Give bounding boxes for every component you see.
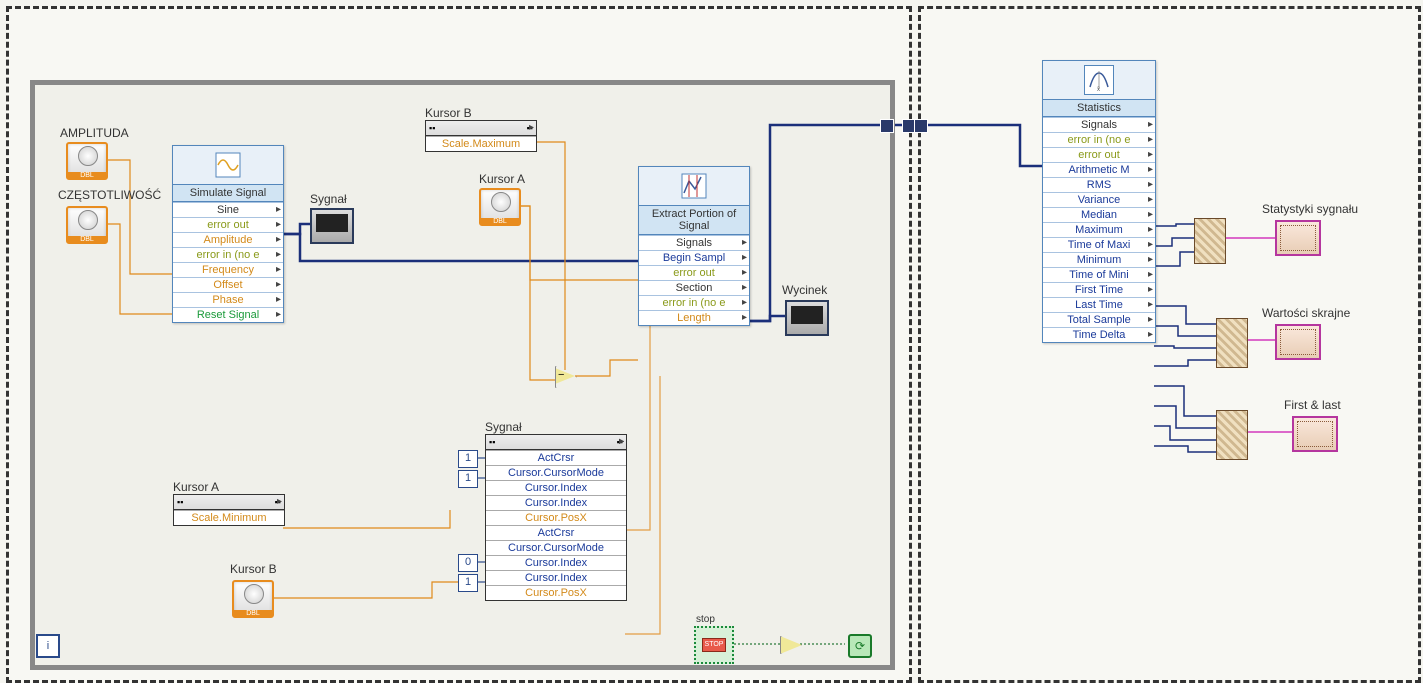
vi-terminal-row[interactable]: Minimum▸ (1043, 252, 1155, 267)
kursorb-property-node[interactable]: ▪▪▪▪ Scale.Maximum▸ (425, 120, 537, 152)
cluster-indicator-label: Wartości skrajne (1262, 306, 1350, 320)
vi-terminal-row[interactable]: ActCrsr▸ (486, 450, 626, 465)
sygnal-propnode-label: Sygnał (485, 420, 522, 434)
vi-terminal-row[interactable]: error in (no e▸ (1043, 132, 1155, 147)
tunnel-while-out (880, 119, 894, 133)
vi-terminal-row[interactable]: Time of Maxi▸ (1043, 237, 1155, 252)
wycinek-indicator[interactable] (785, 300, 829, 336)
kursora-control[interactable] (479, 188, 521, 226)
tunnel-seq2-in (914, 119, 928, 133)
while-loop-condition[interactable]: ⟳ (848, 634, 872, 658)
vi-terminal-row[interactable]: Phase▸ (173, 292, 283, 307)
extract-portion-vi[interactable]: Extract Portion of Signal Signals▸Begin … (638, 166, 750, 326)
vi-terminal-row[interactable]: Time of Mini▸ (1043, 267, 1155, 282)
bundle-node[interactable] (1216, 410, 1248, 460)
kursorb-control-label: Kursor B (230, 562, 277, 576)
integer-constant[interactable]: 1 (458, 574, 478, 592)
simulate-signal-title: Simulate Signal (173, 185, 283, 202)
statistics-title: Statistics (1043, 100, 1155, 117)
vi-terminal-row[interactable]: Cursor.PosX▸ (486, 585, 626, 600)
stop-icon: STOP (702, 638, 726, 652)
subtract-glyph: − (558, 369, 564, 381)
vi-terminal-row[interactable]: Section▸ (639, 280, 749, 295)
kursora-control-label: Kursor A (479, 172, 525, 186)
statistics-icon: x̄ (1084, 65, 1114, 95)
cluster-indicator-label: First & last (1284, 398, 1341, 412)
vi-terminal-row[interactable]: Last Time▸ (1043, 297, 1155, 312)
vi-terminal-row[interactable]: Cursor.CursorMode▸ (486, 540, 626, 555)
vi-terminal-row[interactable]: Cursor.CursorMode▸ (486, 465, 626, 480)
vi-terminal-row[interactable]: Frequency▸ (173, 262, 283, 277)
bundle-node[interactable] (1216, 318, 1248, 368)
statistics-vi[interactable]: x̄ Statistics Signals▸error in (no e▸err… (1042, 60, 1156, 343)
vi-terminal-row[interactable]: Reset Signal▸ (173, 307, 283, 322)
vi-terminal-row[interactable]: Begin Sampl▸ (639, 250, 749, 265)
vi-terminal-row[interactable]: Arithmetic M▸ (1043, 162, 1155, 177)
integer-constant[interactable]: 1 (458, 450, 478, 468)
vi-terminal-row[interactable]: Amplitude▸ (173, 232, 283, 247)
vi-terminal-row[interactable]: RMS▸ (1043, 177, 1155, 192)
vi-terminal-row[interactable]: Time Delta▸ (1043, 327, 1155, 342)
amplituda-label: AMPLITUDA (60, 126, 129, 140)
kursora-propnode-label: Kursor A (173, 480, 219, 494)
stop-button[interactable]: STOP (694, 626, 734, 664)
svg-text:x̄: x̄ (1097, 87, 1100, 91)
vi-terminal-row[interactable]: Signals▸ (639, 235, 749, 250)
vi-terminal-row[interactable]: Offset▸ (173, 277, 283, 292)
cluster-indicator[interactable] (1275, 220, 1321, 256)
wycinek-label: Wycinek (782, 283, 827, 297)
sygnal-property-node[interactable]: ▪▪▪▪ ActCrsr▸Cursor.CursorMode▸Cursor.In… (485, 434, 627, 601)
vi-terminal-row[interactable]: Length▸ (639, 310, 749, 325)
vi-terminal-row[interactable]: error out▸ (1043, 147, 1155, 162)
cluster-indicator[interactable] (1292, 416, 1338, 452)
vi-terminal-row[interactable]: error out▸ (639, 265, 749, 280)
amplituda-control[interactable] (66, 142, 108, 180)
vi-terminal-row[interactable]: Median▸ (1043, 207, 1155, 222)
vi-terminal-row[interactable]: Scale.Maximum▸ (426, 136, 536, 151)
vi-terminal-row[interactable]: Cursor.Index▸ (486, 555, 626, 570)
vi-terminal-row[interactable]: Variance▸ (1043, 192, 1155, 207)
bundle-node[interactable] (1194, 218, 1226, 264)
integer-constant[interactable]: 0 (458, 554, 478, 572)
extract-portion-title: Extract Portion of Signal (639, 206, 749, 235)
flat-sequence-frame-2 (918, 6, 1421, 683)
czestotliwosc-label: CZĘSTOTLIWOŚĆ (58, 188, 161, 202)
kursorb-propnode-label: Kursor B (425, 106, 472, 120)
vi-terminal-row[interactable]: Cursor.Index▸ (486, 570, 626, 585)
vi-terminal-row[interactable]: Sine▸ (173, 202, 283, 217)
vi-terminal-row[interactable]: Cursor.Index▸ (486, 495, 626, 510)
vi-terminal-row[interactable]: Scale.Minimum▸ (174, 510, 284, 525)
cluster-indicator-label: Statystyki sygnału (1262, 202, 1358, 216)
sygnal-indicator[interactable] (310, 208, 354, 244)
while-loop-iteration: i (36, 634, 60, 658)
vi-terminal-row[interactable]: Total Sample▸ (1043, 312, 1155, 327)
vi-terminal-row[interactable]: Cursor.Index▸ (486, 480, 626, 495)
vi-terminal-row[interactable]: First Time▸ (1043, 282, 1155, 297)
sygnal-indicator-label: Sygnał (310, 192, 347, 206)
vi-terminal-row[interactable]: Signals▸ (1043, 117, 1155, 132)
vi-terminal-row[interactable]: Cursor.PosX▸ (486, 510, 626, 525)
kursora-property-node[interactable]: ▪▪▪▪ Scale.Minimum▸ (173, 494, 285, 526)
czestotliwosc-control[interactable] (66, 206, 108, 244)
kursorb-control[interactable] (232, 580, 274, 618)
vi-terminal-row[interactable]: error in (no e▸ (173, 247, 283, 262)
vi-terminal-row[interactable]: Maximum▸ (1043, 222, 1155, 237)
vi-terminal-row[interactable]: error in (no e▸ (639, 295, 749, 310)
vi-terminal-row[interactable]: ActCrsr▸ (486, 525, 626, 540)
block-diagram-canvas: AMPLITUDA CZĘSTOTLIWOŚĆ Simulate Signal … (0, 0, 1423, 683)
integer-constant[interactable]: 1 (458, 470, 478, 488)
vi-terminal-row[interactable]: error out▸ (173, 217, 283, 232)
cluster-indicator[interactable] (1275, 324, 1321, 360)
stop-label: stop (696, 614, 715, 625)
simulate-signal-vi[interactable]: Simulate Signal Sine▸error out▸Amplitude… (172, 145, 284, 323)
